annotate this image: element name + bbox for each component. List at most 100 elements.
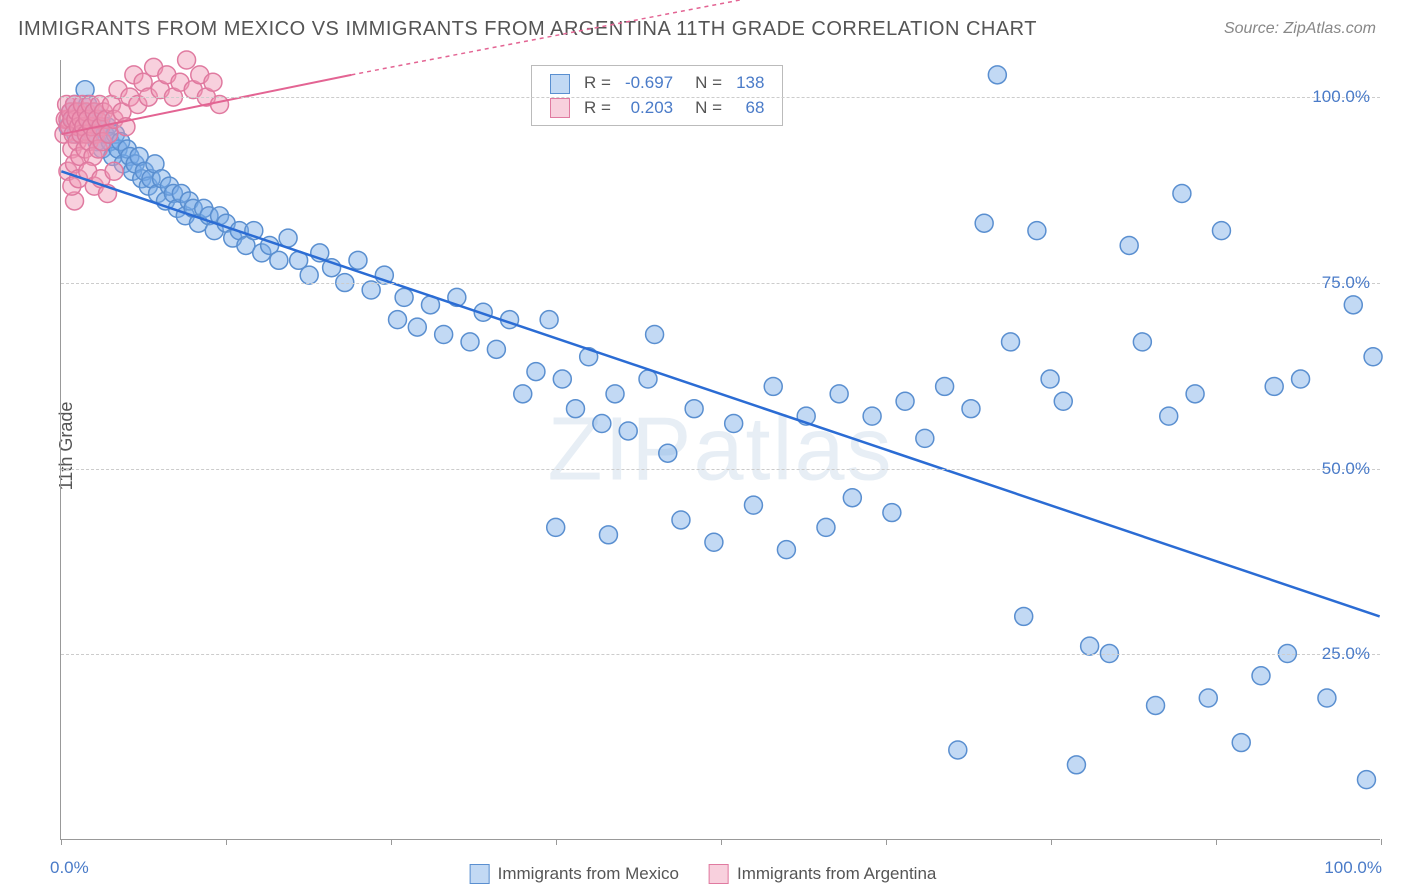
data-point [975, 214, 993, 232]
x-tick [226, 839, 227, 845]
data-point [349, 251, 367, 269]
data-point [395, 288, 413, 306]
data-point [1232, 734, 1250, 752]
data-point [300, 266, 318, 284]
gridline [61, 469, 1380, 470]
data-point [1318, 689, 1336, 707]
x-tick [1216, 839, 1217, 845]
data-point [593, 415, 611, 433]
y-tick-label: 75.0% [1322, 273, 1370, 293]
data-point [936, 377, 954, 395]
legend-r-value: -0.697 [619, 72, 679, 95]
data-point [1147, 696, 1165, 714]
data-point [685, 400, 703, 418]
data-point [1133, 333, 1151, 351]
data-point [949, 741, 967, 759]
data-point [988, 66, 1006, 84]
correlation-legend: R =-0.697N =138R =0.203N =68 [531, 65, 783, 126]
legend-r-label: R = [578, 97, 617, 120]
legend-item: Immigrants from Argentina [709, 864, 936, 884]
legend-swatch [550, 74, 570, 94]
legend-n-value: 138 [730, 72, 770, 95]
gridline [61, 97, 1380, 98]
data-point [1212, 222, 1230, 240]
data-point [270, 251, 288, 269]
gridline [61, 654, 1380, 655]
legend-n-value: 68 [730, 97, 770, 120]
data-point [1028, 222, 1046, 240]
data-point [962, 400, 980, 418]
data-point [1344, 296, 1362, 314]
source-attribution: Source: ZipAtlas.com [1224, 20, 1376, 38]
data-point [1015, 607, 1033, 625]
data-point [514, 385, 532, 403]
data-point [777, 541, 795, 559]
data-point [1265, 377, 1283, 395]
legend-r-value: 0.203 [619, 97, 679, 120]
data-point [1002, 333, 1020, 351]
data-point [672, 511, 690, 529]
data-point [1160, 407, 1178, 425]
data-point [659, 444, 677, 462]
chart-title: IMMIGRANTS FROM MEXICO VS IMMIGRANTS FRO… [18, 18, 1037, 41]
x-tick [1381, 839, 1382, 845]
plot-area: ZIPatlas R =-0.697N =138R =0.203N =68 25… [60, 60, 1380, 840]
x-tick [721, 839, 722, 845]
x-tick [391, 839, 392, 845]
data-point [1292, 370, 1310, 388]
data-point [1199, 689, 1217, 707]
gridline [61, 283, 1380, 284]
data-point [105, 162, 123, 180]
data-point [863, 407, 881, 425]
y-tick-label: 50.0% [1322, 459, 1370, 479]
data-point [619, 422, 637, 440]
data-point [487, 340, 505, 358]
data-point [883, 504, 901, 522]
data-point [204, 73, 222, 91]
data-point [540, 311, 558, 329]
legend-label: Immigrants from Argentina [737, 864, 936, 884]
x-axis-max-label: 100.0% [1324, 858, 1382, 878]
data-point [725, 415, 743, 433]
data-point [1054, 392, 1072, 410]
data-point [896, 392, 914, 410]
data-point [527, 363, 545, 381]
x-tick [1051, 839, 1052, 845]
data-point [830, 385, 848, 403]
data-point [279, 229, 297, 247]
data-point [1120, 236, 1138, 254]
data-point [1252, 667, 1270, 685]
x-tick [556, 839, 557, 845]
data-point [553, 370, 571, 388]
data-point [705, 533, 723, 551]
data-point [435, 326, 453, 344]
data-point [408, 318, 426, 336]
data-point [178, 51, 196, 69]
data-point [646, 326, 664, 344]
x-tick [61, 839, 62, 845]
legend-row: R =0.203N =68 [544, 97, 770, 120]
data-point [1186, 385, 1204, 403]
x-tick [886, 839, 887, 845]
trend-line [61, 171, 1379, 616]
data-point [1067, 756, 1085, 774]
x-axis-min-label: 0.0% [50, 858, 89, 878]
legend-r-label: R = [578, 72, 617, 95]
legend-n-label: N = [681, 72, 728, 95]
data-point [547, 518, 565, 536]
legend-label: Immigrants from Mexico [498, 864, 679, 884]
legend-swatch [470, 864, 490, 884]
data-point [744, 496, 762, 514]
data-point [606, 385, 624, 403]
y-tick-label: 25.0% [1322, 644, 1370, 664]
legend-swatch [709, 864, 729, 884]
data-point [566, 400, 584, 418]
legend-swatch [550, 98, 570, 118]
data-point [764, 377, 782, 395]
series-legend: Immigrants from Mexico Immigrants from Ar… [470, 864, 937, 884]
data-point [1364, 348, 1382, 366]
data-point [389, 311, 407, 329]
y-tick-label: 100.0% [1312, 87, 1370, 107]
data-point [599, 526, 617, 544]
data-point [1081, 637, 1099, 655]
